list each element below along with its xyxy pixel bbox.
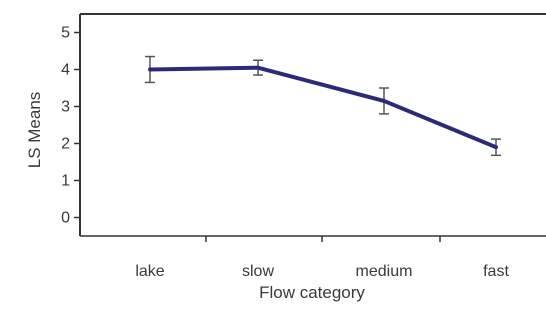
- y-tick-label: 4: [61, 62, 70, 79]
- x-tick-label: lake: [135, 263, 164, 280]
- x-tick-label: slow: [242, 263, 274, 280]
- plot-frame: [79, 13, 546, 237]
- y-axis-ticks: 0 1 2 3 4 5: [61, 25, 80, 227]
- x-axis-title: Flow category: [259, 283, 365, 302]
- y-tick-label: 1: [61, 173, 70, 190]
- y-tick-label: 5: [61, 25, 70, 42]
- error-bars: [145, 55, 501, 157]
- y-tick-label: 2: [61, 136, 70, 153]
- series-group: [148, 65, 498, 150]
- y-tick-label: 3: [61, 99, 70, 116]
- y-axis-title: LS Means: [25, 92, 44, 169]
- x-tick-label: fast: [483, 263, 509, 280]
- y-tick-label: 0: [61, 210, 70, 227]
- x-tick-label: medium: [356, 263, 413, 280]
- series-line: [148, 65, 498, 150]
- x-axis-ticks: lake slow medium fast: [135, 236, 509, 280]
